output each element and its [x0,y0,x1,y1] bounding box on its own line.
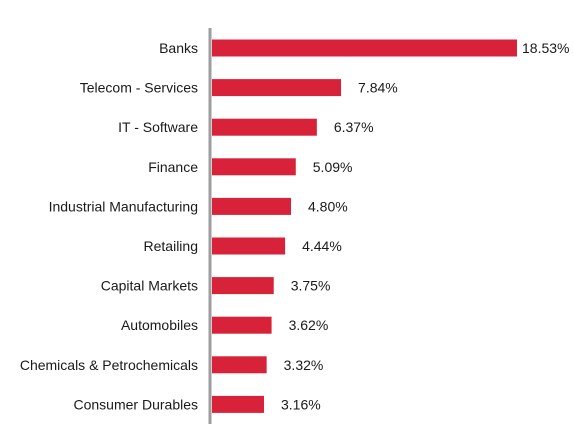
value-label: 3.75% [291,278,331,294]
value-labels: 18.53% 7.84% 6.37% 5.09% 4.80% 4.44% 3.75% 3.62… [281,40,569,412]
category-label: Industrial Manufacturing [49,198,198,214]
bar [212,79,342,97]
bar [212,316,272,334]
category-labels: Banks Telecom - Services IT - Software Fina… [20,40,198,412]
category-label: Capital Markets [101,278,198,294]
value-label: 18.53% [522,40,569,56]
category-label: Retailing [144,238,198,254]
category-label: Consumer Durables [74,396,199,412]
bar [212,118,317,136]
value-label: 4.44% [302,238,342,254]
category-label: Banks [159,40,198,56]
value-label: 3.32% [284,357,324,373]
bar [212,395,265,413]
category-label: IT - Software [118,119,198,135]
bar [212,356,267,374]
bar [212,39,517,57]
bar [212,237,286,255]
category-label: Telecom - Services [80,80,198,96]
category-label: Chemicals & Petrochemicals [20,357,198,373]
value-label: 4.80% [308,198,348,214]
bar [212,197,292,215]
category-label: Finance [148,159,198,175]
value-label: 3.62% [289,317,329,333]
bar [212,158,296,176]
bar [212,277,274,295]
category-label: Automobiles [121,317,198,333]
value-label: 7.84% [358,80,398,96]
bars-group [212,39,517,413]
value-label: 3.16% [281,396,321,412]
value-label: 6.37% [334,119,374,135]
value-label: 5.09% [313,159,353,175]
